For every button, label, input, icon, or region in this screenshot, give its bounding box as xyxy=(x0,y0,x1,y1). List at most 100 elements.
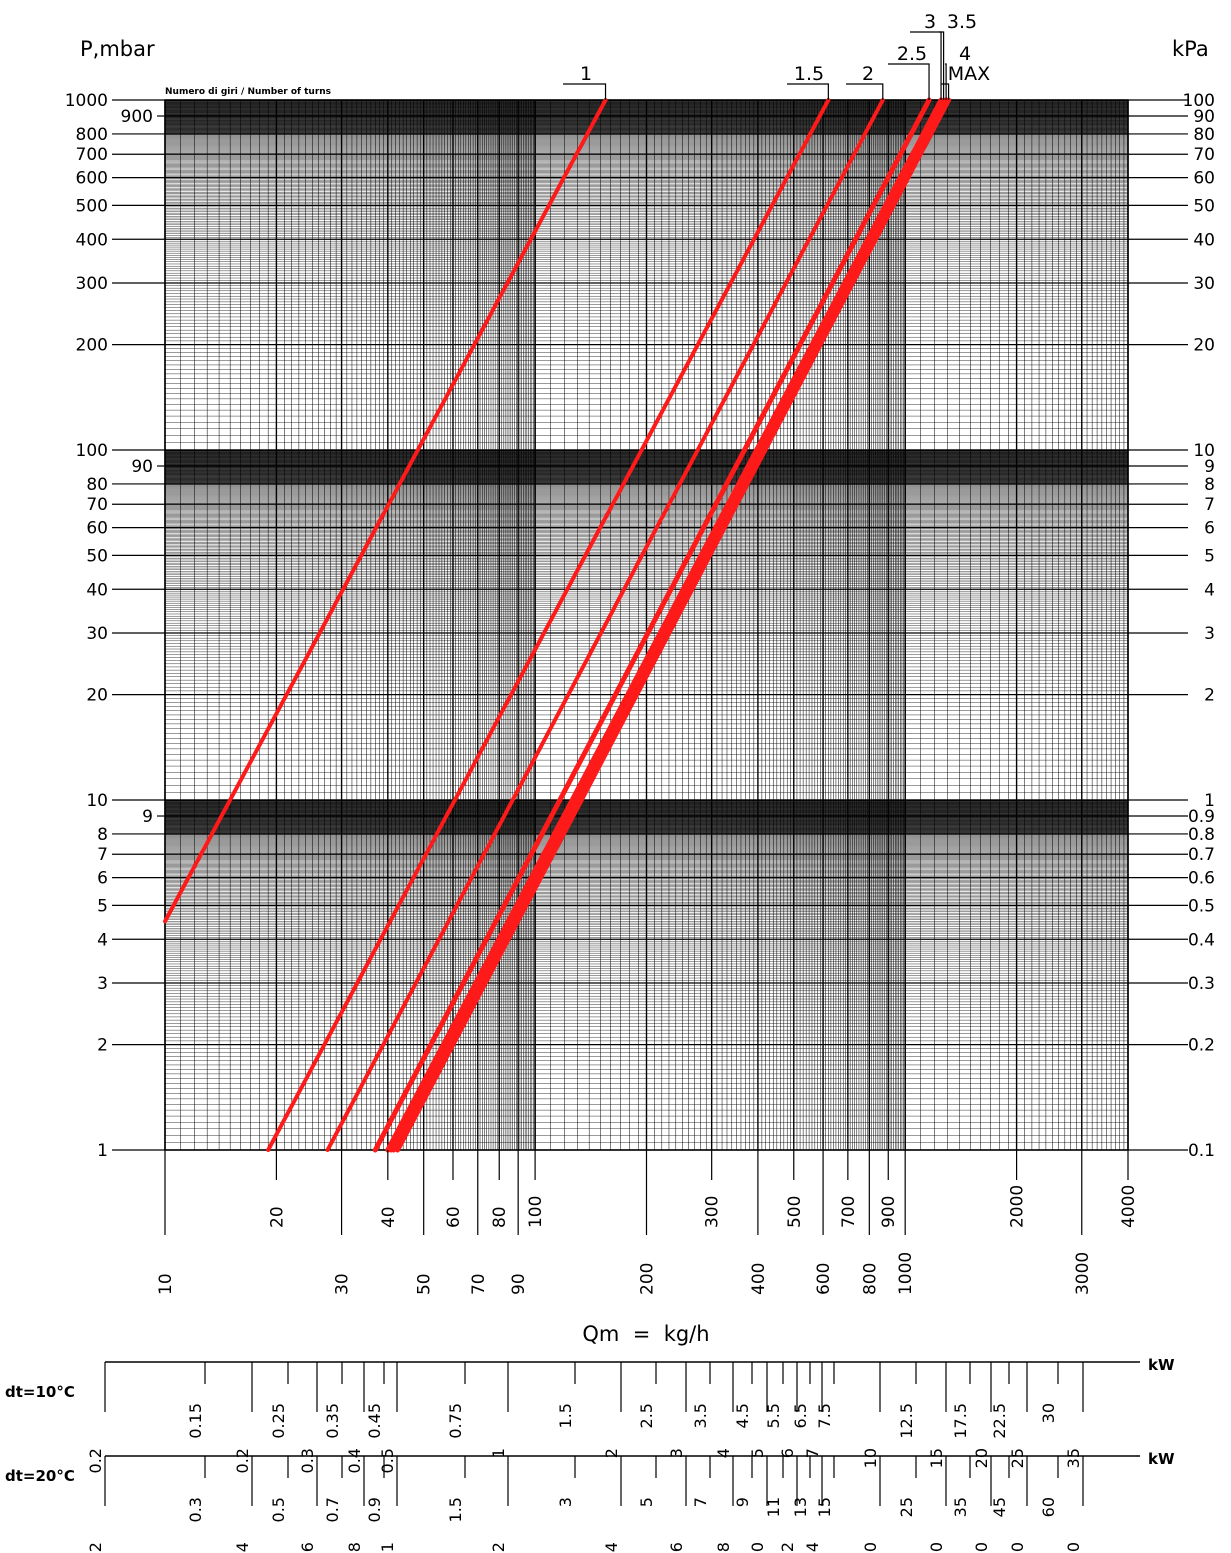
y2-tick-label: 40 xyxy=(1193,230,1215,250)
x-tick-label: 200 xyxy=(638,1263,658,1295)
legend-title: Numero di giri / Number of turns xyxy=(165,87,331,97)
power-scale-2-tick-label: 0.3 xyxy=(186,1497,205,1522)
power-scale-2-unit: kW xyxy=(1148,1450,1175,1468)
power-scale-2-tick-label: 9 xyxy=(733,1497,752,1507)
power-scale-2-tick-label: 0.5 xyxy=(269,1497,288,1522)
power-scale-1-tick-label: 6 xyxy=(778,1448,797,1458)
y2-tick-label: 0.8 xyxy=(1188,825,1215,845)
x-tick-label: 100 xyxy=(526,1196,546,1228)
series-label-MAX: MAX xyxy=(948,63,990,85)
power-scale-1-tick-label: 4.5 xyxy=(733,1403,752,1428)
y-tick-label: 90 xyxy=(131,457,153,477)
y2-tick-label: 0.5 xyxy=(1188,896,1215,916)
series-label-4-leader xyxy=(945,63,947,100)
power-scale-1-tick-label: 0.5 xyxy=(378,1448,397,1473)
power-scale-2-tick-label: 60 xyxy=(1039,1497,1058,1517)
power-scale-2-tick-label: 70 xyxy=(1064,1542,1083,1553)
y2-tick-label: 6 xyxy=(1204,519,1215,539)
power-scale-1-tick-label: 0.35 xyxy=(323,1403,342,1439)
x-tick-label: 4000 xyxy=(1119,1185,1139,1228)
y2-tick-label: 50 xyxy=(1193,196,1215,216)
x-tick-label: 3000 xyxy=(1073,1252,1093,1295)
y-tick-label: 300 xyxy=(76,274,108,294)
series-label-2-leader xyxy=(846,83,884,100)
x-tick-label: 60 xyxy=(444,1206,464,1228)
y2-tick-label: 80 xyxy=(1193,125,1215,145)
y2-tick-label: 8 xyxy=(1204,475,1215,495)
power-scale-1-tick-label: 5 xyxy=(748,1448,767,1458)
y-tick-label: 100 xyxy=(76,441,108,461)
y2-tick-label: 9 xyxy=(1204,457,1215,477)
series-line-MAX xyxy=(395,97,952,1153)
power-scale-2-tick-label: 0.7 xyxy=(323,1497,342,1522)
y2-tick-label: 10 xyxy=(1193,441,1215,461)
power-scale-2-tick-label: 15 xyxy=(815,1497,834,1517)
power-scale-1-tick-label: 0.25 xyxy=(269,1403,288,1439)
series-label-1-leader xyxy=(563,83,607,100)
power-scale-2-tick-label: 35 xyxy=(951,1497,970,1517)
y2-tick-label: 60 xyxy=(1193,169,1215,189)
y-tick-label: 1000 xyxy=(65,91,108,111)
x-tick-label: 50 xyxy=(415,1273,435,1295)
x-tick-label: 600 xyxy=(814,1263,834,1295)
power-scale-2-tick-label: 45 xyxy=(990,1497,1009,1517)
x-tick-label: 300 xyxy=(703,1196,723,1228)
y-tick-label: 40 xyxy=(86,580,108,600)
series-line-1-5 xyxy=(266,98,831,1152)
series-group xyxy=(163,97,952,1153)
series-label-3: 3 xyxy=(924,11,936,33)
y-tick-label: 7 xyxy=(97,845,108,865)
y-tick-label: 500 xyxy=(76,196,108,216)
x-tick-label: 500 xyxy=(785,1196,805,1228)
y-tick-label: 400 xyxy=(76,230,108,250)
y2-tick-label: 100 xyxy=(1183,91,1215,111)
power-scale-2-label: dt=20°C xyxy=(5,1467,75,1485)
power-scale-1-tick-label: 0.4 xyxy=(345,1448,364,1473)
y-tick-label: 80 xyxy=(86,475,108,495)
x-tick-label: 700 xyxy=(839,1196,859,1228)
power-scale-2-tick-label: 0.6 xyxy=(298,1542,317,1553)
y-tick-label: 9 xyxy=(142,807,153,827)
x-tick-label: 2000 xyxy=(1008,1185,1028,1228)
power-scale-2-tick-label: 1.5 xyxy=(446,1497,465,1522)
y2-tick-label: 0.7 xyxy=(1188,845,1215,865)
power-scale-1-unit: kW xyxy=(1148,1356,1175,1374)
power-scale-2-tick-label: 8 xyxy=(714,1542,733,1552)
power-scale-1-tick-label: 0.3 xyxy=(298,1448,317,1473)
power-scale-2-tick-label: 25 xyxy=(897,1497,916,1517)
y2-tick-label: 1 xyxy=(1204,791,1215,811)
power-scale-2-tick-label: 0.8 xyxy=(345,1542,364,1553)
x-tick-label: 800 xyxy=(860,1263,880,1295)
power-scale-1-tick-label: 22.5 xyxy=(990,1403,1009,1439)
x-tick-label: 80 xyxy=(490,1206,510,1228)
power-scale-2-tick-label: 14 xyxy=(803,1542,822,1553)
series-label-1-5: 1.5 xyxy=(794,63,824,85)
y-tick-label: 20 xyxy=(86,686,108,706)
y-tick-label: 8 xyxy=(97,825,108,845)
x-tick-label: 20 xyxy=(267,1206,287,1228)
power-scale-2-tick-label: 3 xyxy=(556,1497,575,1507)
y-tick-label: 5 xyxy=(97,896,108,916)
power-scale-2-tick-label: 10 xyxy=(748,1542,767,1553)
x-tick-label: 10 xyxy=(156,1273,176,1295)
power-scale-2-tick-label: 7 xyxy=(691,1497,710,1507)
power-scale-2-tick-label: 5 xyxy=(637,1497,656,1507)
power-scale-1-tick-label: 30 xyxy=(1039,1403,1058,1423)
power-scale-2-tick-label: 2 xyxy=(489,1542,508,1552)
series-label-1: 1 xyxy=(580,63,592,85)
series-label-2-5: 2.5 xyxy=(897,43,927,65)
series-line-2-5 xyxy=(372,97,932,1153)
y2-tick-label: 90 xyxy=(1193,107,1215,127)
y2-tick-label: 4 xyxy=(1204,580,1215,600)
y2-tick-label: 0.4 xyxy=(1188,930,1215,950)
power-scale-2-tick-label: 13 xyxy=(791,1497,810,1517)
power-scale-1-tick-label: 1 xyxy=(489,1448,508,1458)
x-tick-label: 30 xyxy=(333,1273,353,1295)
power-scale-2-tick-label: 0.9 xyxy=(365,1497,384,1522)
axes-group: 1234567891020304050607080901002003004005… xyxy=(65,91,1215,1295)
power-scale-1-tick-label: 0.2 xyxy=(233,1448,252,1473)
series-label-1-5-leader xyxy=(787,83,829,100)
power-scale-2-tick-label: 0.4 xyxy=(233,1542,252,1553)
